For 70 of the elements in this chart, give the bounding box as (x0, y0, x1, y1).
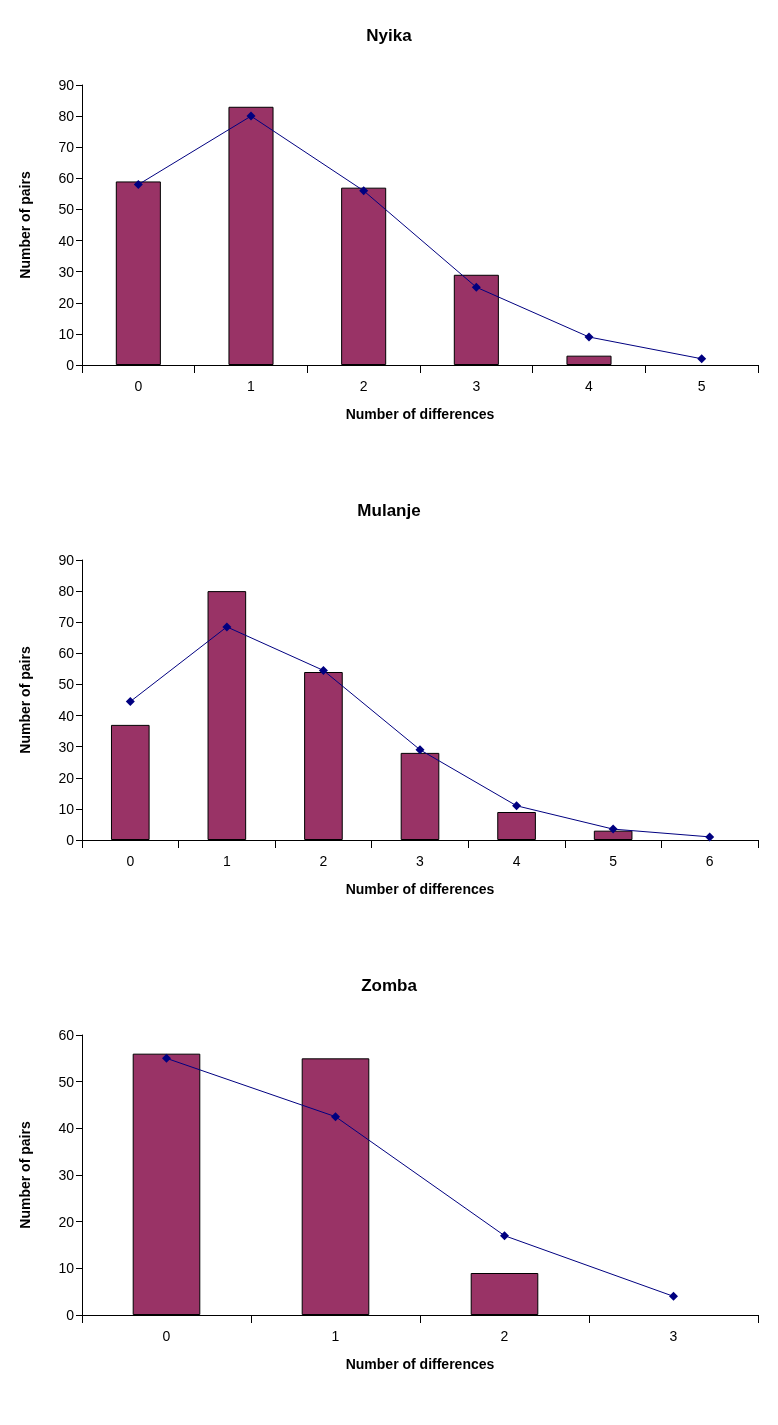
y-tick-label: 80 (58, 583, 75, 600)
x-tick-label: 1 (222, 853, 231, 869)
chart-title: Mulanje (357, 501, 421, 520)
y-tick-label: 10 (58, 325, 75, 342)
x-tick-label: 0 (126, 853, 135, 869)
y-tick-label: 70 (58, 614, 75, 631)
point (608, 824, 618, 834)
y-tick-label: 20 (58, 294, 75, 311)
x-tick-label: 0 (162, 1328, 171, 1344)
y-tick-label: 60 (58, 1027, 75, 1043)
x-tick-label: 0 (134, 378, 143, 394)
point (471, 282, 481, 292)
point (133, 180, 143, 190)
point (705, 832, 715, 842)
y-tick-label: 40 (58, 1120, 75, 1137)
point (415, 745, 425, 755)
x-tick-label: 5 (697, 378, 706, 394)
point (222, 622, 232, 632)
y-tick-label: 90 (58, 552, 75, 568)
point (697, 354, 707, 364)
x-tick-label: 4 (585, 378, 594, 394)
point (246, 111, 256, 121)
x-tick-label: 3 (669, 1328, 678, 1344)
x-tick-label: 3 (416, 853, 425, 869)
y-axis-title: Number of pairs (17, 646, 33, 754)
y-axis-title: Number of pairs (17, 1121, 33, 1229)
y-tick-label: 90 (58, 77, 75, 93)
chart-title: Zomba (361, 976, 418, 995)
point (500, 1231, 509, 1241)
y-tick-label: 10 (58, 800, 75, 817)
y-tick-label: 80 (58, 108, 75, 125)
y-tick-label: 40 (58, 707, 75, 724)
y-tick-label: 50 (58, 676, 75, 693)
y-tick-label: 0 (66, 832, 75, 848)
y-tick-label: 50 (58, 1073, 75, 1090)
point (584, 332, 594, 342)
x-tick-label: 1 (331, 1328, 340, 1344)
point (125, 697, 135, 707)
chart-title: Nyika (366, 26, 413, 45)
y-tick-label: 0 (66, 1307, 75, 1323)
y-axis-title: Number of pairs (17, 171, 33, 279)
y-tick-label: 20 (58, 1213, 75, 1230)
x-axis-title: Number of differences (345, 1356, 495, 1372)
x-tick-label: 1 (247, 378, 256, 394)
y-tick-label: 30 (58, 263, 75, 280)
point (162, 1053, 171, 1063)
x-tick-label: 6 (705, 853, 714, 869)
x-tick-label: 4 (512, 853, 521, 869)
point (669, 1291, 678, 1301)
x-axis-title: Number of differences (345, 881, 495, 897)
y-tick-label: 0 (66, 357, 75, 373)
y-tick-label: 40 (58, 232, 75, 249)
y-tick-label: 50 (58, 201, 75, 218)
x-tick-label: 3 (472, 378, 481, 394)
point (512, 801, 522, 811)
x-tick-label: 2 (359, 378, 368, 394)
y-tick-label: 60 (58, 170, 75, 187)
x-tick-label: 2 (319, 853, 328, 869)
x-axis-title: Number of differences (345, 406, 495, 422)
y-tick-label: 20 (58, 769, 75, 786)
y-tick-label: 60 (58, 645, 75, 662)
y-tick-label: 10 (58, 1260, 75, 1277)
y-tick-label: 30 (58, 738, 75, 755)
point (331, 1112, 340, 1122)
point (318, 665, 328, 675)
point (359, 186, 369, 196)
x-tick-label: 5 (609, 853, 618, 869)
x-tick-label: 2 (500, 1328, 509, 1344)
y-tick-label: 30 (58, 1167, 75, 1183)
y-tick-label: 70 (58, 139, 75, 156)
